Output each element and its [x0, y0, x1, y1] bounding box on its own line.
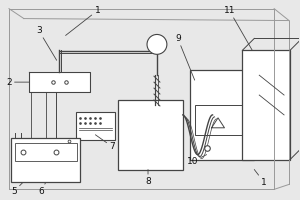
Text: 6: 6 — [38, 182, 46, 196]
Bar — [76, 112, 115, 140]
Text: 2: 2 — [6, 78, 29, 87]
Bar — [15, 143, 76, 161]
Text: 5: 5 — [11, 182, 23, 196]
Bar — [11, 138, 80, 182]
Text: 1: 1 — [66, 6, 100, 35]
Text: 9: 9 — [175, 34, 195, 80]
Text: 8: 8 — [145, 170, 151, 186]
Text: 7: 7 — [95, 135, 115, 151]
Text: 3: 3 — [36, 26, 57, 60]
Text: 11: 11 — [224, 6, 252, 50]
Text: 10: 10 — [187, 155, 207, 166]
Circle shape — [147, 34, 167, 54]
Bar — [242, 50, 290, 160]
Text: 1: 1 — [254, 170, 267, 187]
Bar — [118, 100, 183, 170]
Bar — [190, 70, 254, 160]
Bar — [195, 105, 249, 135]
